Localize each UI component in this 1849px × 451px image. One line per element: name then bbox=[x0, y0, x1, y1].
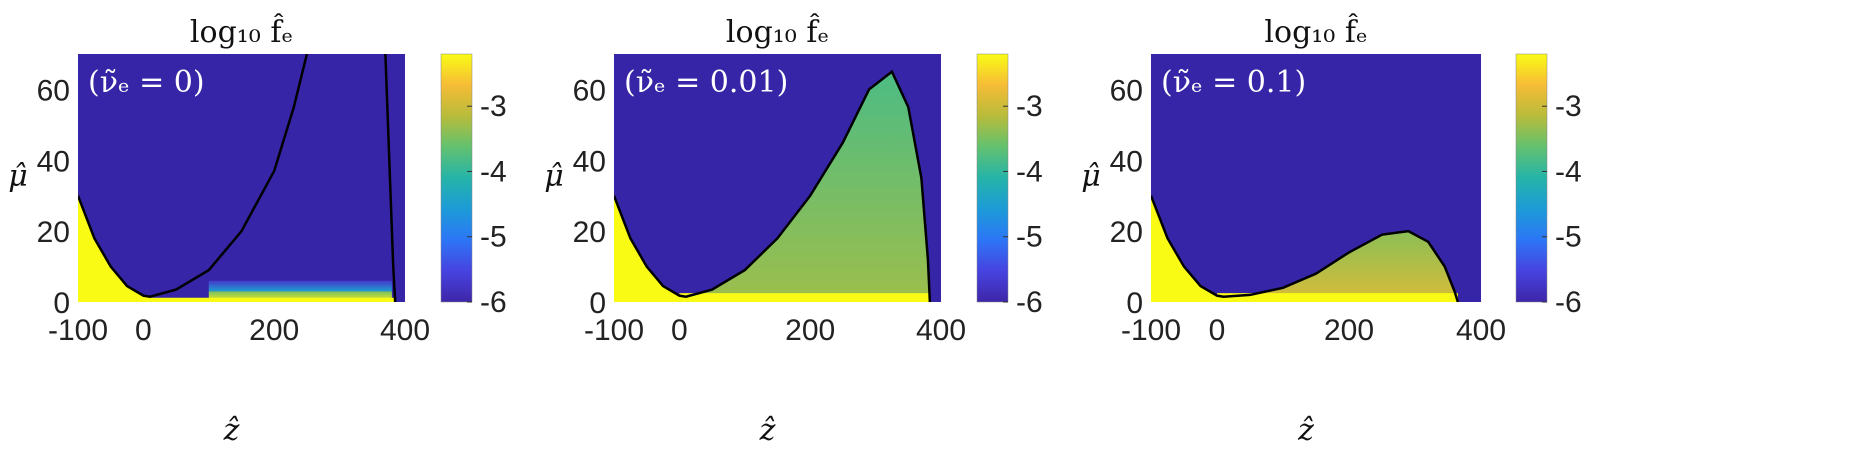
plot-area bbox=[78, 54, 405, 302]
x-tick-label: 200 bbox=[785, 314, 835, 347]
x-tick-label: 200 bbox=[249, 314, 299, 347]
colorbar-gradient bbox=[440, 53, 473, 303]
panel-annotation: (ν̃ₑ = 0.01) bbox=[624, 65, 788, 100]
y-tick-label: 60 bbox=[1110, 74, 1143, 107]
panel-annotation: (ν̃ₑ = 0) bbox=[88, 65, 205, 100]
colorbar-tick-label: -4 bbox=[1555, 155, 1582, 188]
boundary-curve bbox=[614, 69, 932, 302]
colorbar-tick-label: -5 bbox=[1555, 221, 1582, 254]
colorbar: -3 -4 -5 -6 bbox=[976, 53, 1043, 319]
chart-title: log₁₀ f̂ₑ bbox=[1264, 13, 1367, 50]
x-tick-label: 0 bbox=[671, 314, 688, 347]
heatmap-background bbox=[78, 54, 405, 302]
colorbar-tick-label: -5 bbox=[480, 221, 507, 254]
x-tick-label: -100 bbox=[1121, 314, 1181, 347]
y-tick-label: 0 bbox=[589, 287, 606, 320]
x-tick-label: 400 bbox=[916, 314, 966, 347]
chart-title: log₁₀ f̂ₑ bbox=[190, 13, 293, 50]
y-tick-label: 0 bbox=[1126, 287, 1143, 320]
colorbar-tick-label: -3 bbox=[480, 90, 507, 123]
y-axis-label: μ̂ bbox=[544, 159, 564, 194]
x-tick-label: 0 bbox=[1209, 314, 1226, 347]
colorbar-tick-label: -6 bbox=[480, 286, 507, 319]
heatmap-band bbox=[208, 291, 392, 302]
chart-panel-1: (ν̃ₑ = 0)log₁₀ f̂ₑ-100 0 200 4000204060ẑμ̂… bbox=[8, 13, 506, 448]
colorbar-tick-label: -3 bbox=[1555, 90, 1582, 123]
colorbar-gradient bbox=[976, 53, 1009, 303]
x-tick-label: 0 bbox=[135, 314, 152, 347]
chart-panel-3: (ν̃ₑ = 0.1)log₁₀ f̂ₑ-100 0 200 4000204060ẑ… bbox=[1081, 13, 1581, 448]
boundary-curve-2 bbox=[384, 54, 397, 302]
chart-panel-2: (ν̃ₑ = 0.01)log₁₀ f̂ₑ-100 0 200 4000204060z… bbox=[544, 13, 1042, 448]
x-axis-label: ẑ bbox=[759, 413, 776, 448]
y-tick-label: 40 bbox=[1110, 145, 1143, 178]
x-axis-label: ẑ bbox=[223, 413, 240, 448]
boundary-curve bbox=[78, 54, 309, 298]
plot-area bbox=[1151, 54, 1481, 302]
heatmap-floor-band bbox=[123, 297, 396, 302]
x-tick-label: -100 bbox=[584, 314, 644, 347]
x-tick-label: -100 bbox=[48, 314, 108, 347]
boundary-curve bbox=[1151, 195, 1460, 302]
colorbar-tick-label: -3 bbox=[1016, 90, 1043, 123]
x-tick-label: 400 bbox=[1456, 314, 1506, 347]
heatmap-yellow-region bbox=[1151, 195, 1224, 302]
heatmap-filled-region bbox=[1217, 231, 1458, 302]
colorbar-tick-label: -4 bbox=[480, 155, 507, 188]
y-tick-label: 0 bbox=[53, 287, 70, 320]
colorbar-gradient bbox=[1515, 53, 1548, 303]
y-tick-label: 60 bbox=[573, 74, 606, 107]
colorbar-tick-label: -5 bbox=[1016, 221, 1043, 254]
chart-title: log₁₀ f̂ₑ bbox=[726, 13, 829, 50]
panel-annotation: (ν̃ₑ = 0.1) bbox=[1161, 65, 1306, 100]
heatmap-yellow-region bbox=[78, 195, 150, 302]
heatmap-band bbox=[208, 280, 392, 292]
y-tick-label: 20 bbox=[37, 216, 70, 249]
colorbar: -3 -4 -5 -6 bbox=[440, 53, 507, 319]
colorbar-tick-label: -6 bbox=[1555, 286, 1582, 319]
colorbar-tick-label: -4 bbox=[1016, 155, 1043, 188]
x-tick-label: 400 bbox=[380, 314, 430, 347]
heatmap-floor-band bbox=[679, 293, 930, 302]
y-tick-label: 60 bbox=[37, 74, 70, 107]
colorbar-tick-label: -6 bbox=[1016, 286, 1043, 319]
colorbar: -3 -4 -5 -6 bbox=[1515, 53, 1582, 319]
y-tick-label: 40 bbox=[573, 145, 606, 178]
plot-area bbox=[614, 54, 941, 302]
y-tick-label: 40 bbox=[37, 145, 70, 178]
x-tick-label: 200 bbox=[1324, 314, 1374, 347]
y-axis-label: μ̂ bbox=[1081, 159, 1101, 194]
y-tick-label: 20 bbox=[1110, 216, 1143, 249]
x-axis-label: ẑ bbox=[1297, 413, 1314, 448]
heatmap-floor-band bbox=[1217, 293, 1458, 302]
heatmap-filled-region bbox=[679, 71, 930, 302]
y-tick-label: 20 bbox=[573, 216, 606, 249]
heatmap-yellow-region bbox=[614, 195, 686, 302]
y-axis-label: μ̂ bbox=[8, 159, 28, 194]
